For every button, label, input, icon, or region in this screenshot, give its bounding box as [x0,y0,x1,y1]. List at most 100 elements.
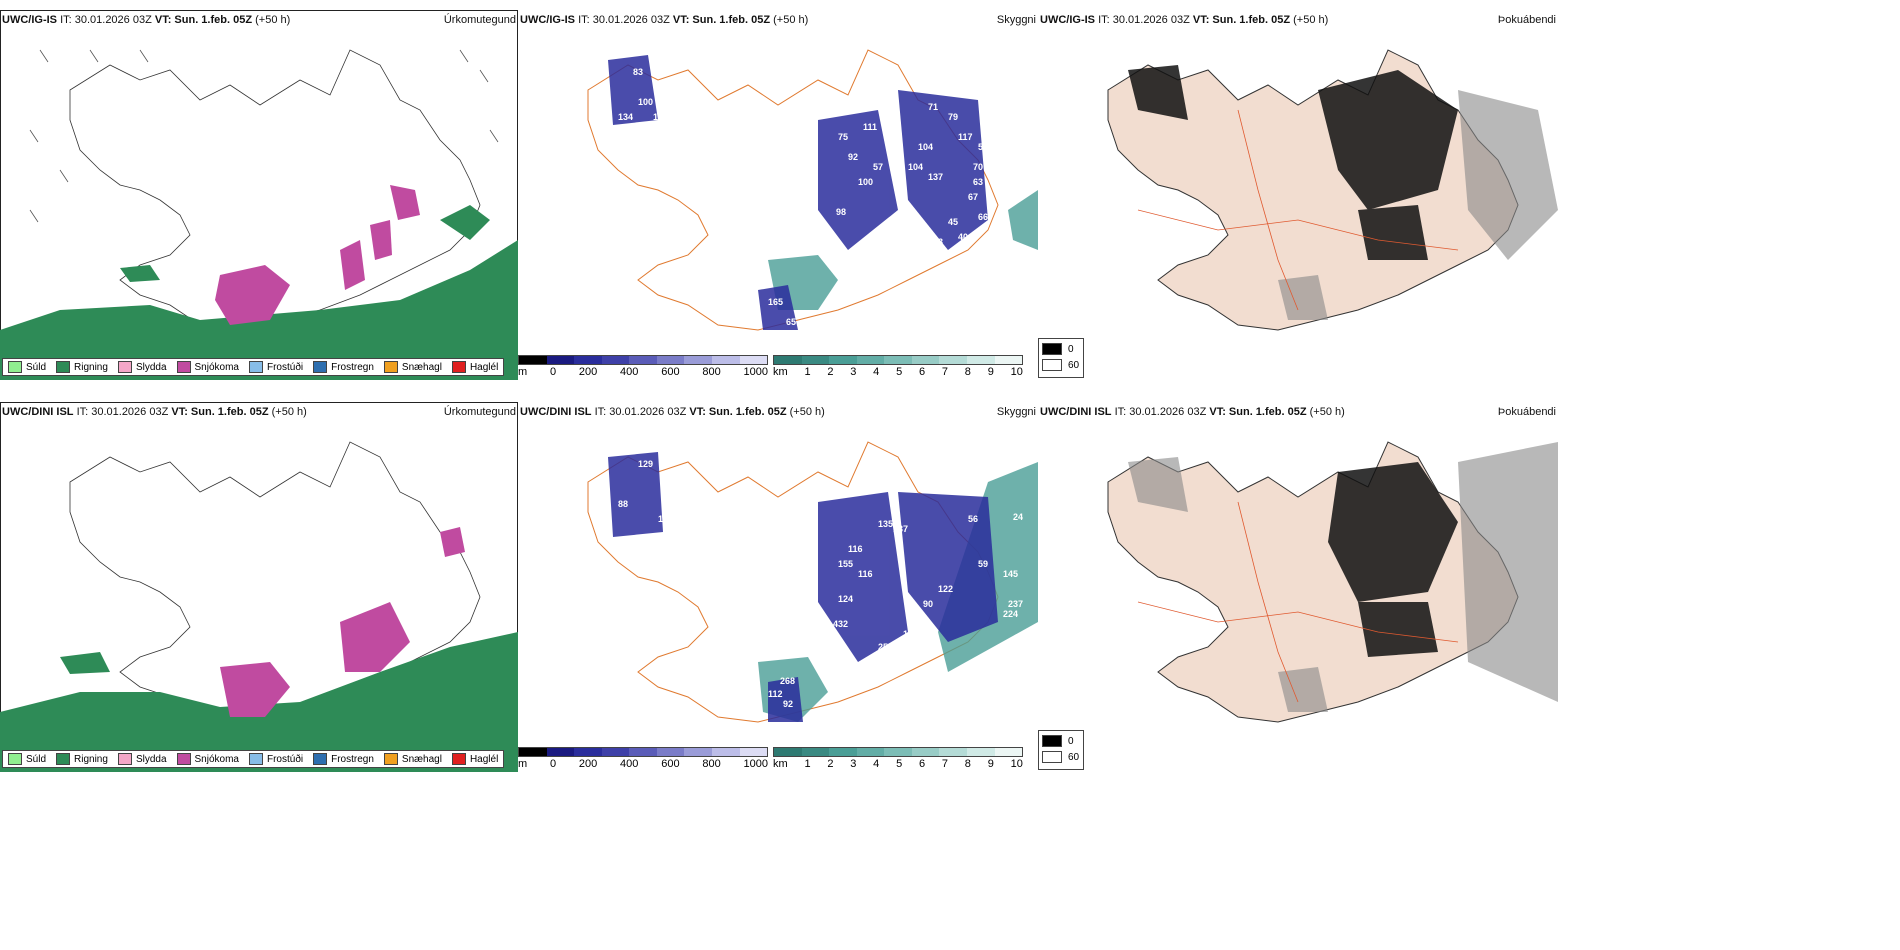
fog-grey-areas [1278,90,1558,320]
fog-dark-areas [1328,462,1458,657]
visibility-number: 224 [1003,609,1018,619]
visibility-number: 117 [958,132,973,142]
visibility-teal [768,190,1038,310]
legend-item: Frostúði [248,753,303,765]
visibility-number: 83 [633,67,643,77]
iceland-outline [69,49,481,331]
distance-colorbar: km 1 2 3 4 5 6 7 8 9 10 [773,355,1023,379]
legend-item: Frostregn [313,753,374,765]
fog-map-svg [1107,49,1558,331]
visibility-number: 55 [978,142,988,152]
visibility-number: 110 [653,112,668,122]
visibility-number: 135 [878,519,893,529]
fog-map-row1: UWC/IG-IS IT: 30.01.2026 03Z VT: Sun. 1.… [1038,10,1558,380]
legend-item: Súld [8,361,46,373]
map-header: UWC/DINI ISL IT: 30.01.2026 03Z VT: Sun.… [520,406,825,418]
rain-areas [0,632,518,772]
visibility-number: 252 [873,662,888,672]
visibility-number: 116 [858,569,873,579]
visibility-number: 40 [958,232,968,242]
legend-item: Súld [8,753,46,765]
visibility-number: 124 [838,594,853,604]
height-colorbar: m 0 200 400 600 800 1000 [518,747,768,771]
legend-item: Rigning [56,361,108,373]
map-type-label: Skyggni [996,406,1036,418]
visibility-number: 237 [1008,599,1023,609]
visibility-number: 137 [928,172,943,182]
visibility-number: 63 [933,237,943,247]
visibility-blue [608,55,988,330]
precip-map-svg [0,441,518,772]
map-header: UWC/IG-IS IT: 30.01.2026 03Z VT: Sun. 1.… [2,14,291,26]
visibility-number: 155 [838,559,853,569]
visibility-number: 92 [783,699,793,709]
legend-item: Snjókoma [176,361,239,373]
snow-areas [215,185,420,325]
visibility-number: 184 [868,247,883,257]
height-colorbar: m 0 200 400 600 800 1000 [518,355,768,379]
visibility-number: 432 [833,619,848,629]
visibility-number: 104 [918,142,933,152]
visibility-number: 90 [653,534,663,544]
visibility-number: 116 [848,544,863,554]
visibility-number: 129 [638,459,653,469]
legend-item: Rigning [56,753,108,765]
legend-item: Haglél [451,361,498,373]
visibility-map-row2: UWC/DINI ISL IT: 30.01.2026 03Z VT: Sun.… [518,402,1038,772]
map-type-label: Úrkomutegund [443,406,516,418]
visibility-number: 59 [978,559,988,569]
legend-item: Snjókoma [176,753,239,765]
visibility-number: 161 [903,629,918,639]
roads [1137,109,1459,311]
visibility-number: 65 [786,317,796,327]
visibility-number: 98 [836,207,846,217]
visibility-map-row1: UWC/IG-IS IT: 30.01.2026 03Z VT: Sun. 1.… [518,10,1038,380]
visibility-number: 122 [938,584,953,594]
visibility-number: 56 [968,514,978,524]
visibility-number: 24 [1013,512,1023,522]
legend-item: Haglél [451,753,498,765]
visibility-number: 75 [838,132,848,142]
visibility-number: 57 [873,162,883,172]
fog-map-svg [1107,441,1558,723]
fog-map-row2: UWC/DINI ISL IT: 30.01.2026 03Z VT: Sun.… [1038,402,1558,772]
visibility-number: 170 [908,609,923,619]
visibility-number: 92 [848,152,858,162]
visibility-number: 63 [973,177,983,187]
visibility-number: 134 [618,112,633,122]
legend-item: Snæhagl [383,361,442,373]
visibility-number: 66 [978,212,988,222]
visibility-number: 137 [893,524,908,534]
precip-type-map-row1: UWC/IG-IS IT: 30.01.2026 03Z VT: Sun. 1.… [0,10,518,380]
legend-item: Frostúði [248,361,303,373]
visibility-number: 254 [878,642,893,652]
visibility-number: 112 [768,689,783,699]
precip-legend: Súld Rigning Slydda Snjókoma Frostúði Fr… [2,358,505,376]
visibility-number: 165 [768,297,783,307]
map-type-label: Þokuábendi [1497,14,1556,26]
visibility-number: 88 [618,499,628,509]
visibility-number: 90 [923,599,933,609]
visibility-number: 100 [638,97,653,107]
visibility-number: 268 [780,676,795,686]
rain-areas [0,205,518,380]
legend-item: Frostregn [313,361,374,373]
precip-legend: Súld Rigning Slydda Snjókoma Frostúði Fr… [2,750,505,768]
legend-item: Slydda [117,753,167,765]
map-header: UWC/IG-IS IT: 30.01.2026 03Z VT: Sun. 1.… [520,14,809,26]
precip-type-map-row2: UWC/DINI ISL IT: 30.01.2026 03Z VT: Sun.… [0,402,518,772]
wind-barbs [29,49,499,223]
visibility-number: 100 [858,177,873,187]
visibility-number: 104 [908,162,923,172]
visibility-number: 118 [658,514,673,524]
map-header: UWC/DINI ISL IT: 30.01.2026 03Z VT: Sun.… [2,406,307,418]
distance-colorbar: km 1 2 3 4 5 6 7 8 9 10 [773,747,1023,771]
map-type-label: Úrkomutegund [443,14,516,26]
visibility-blue [608,452,998,722]
map-header: UWC/DINI ISL IT: 30.01.2026 03Z VT: Sun.… [1040,406,1345,418]
map-type-label: Þokuábendi [1497,406,1556,418]
